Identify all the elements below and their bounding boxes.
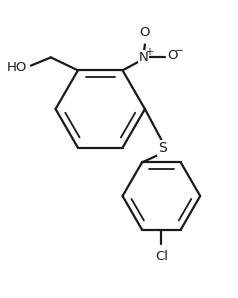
Text: N: N [139,51,149,64]
Text: S: S [158,141,167,155]
Text: O: O [140,26,150,39]
Text: Cl: Cl [155,250,168,263]
Text: HO: HO [7,61,27,74]
Text: O: O [167,49,178,63]
Text: +: + [145,47,153,58]
Text: −: − [175,46,184,56]
